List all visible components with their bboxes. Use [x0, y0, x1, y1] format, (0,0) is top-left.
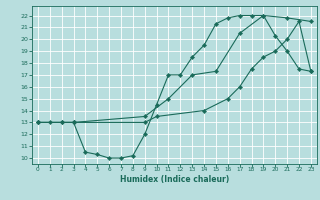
X-axis label: Humidex (Indice chaleur): Humidex (Indice chaleur): [120, 175, 229, 184]
